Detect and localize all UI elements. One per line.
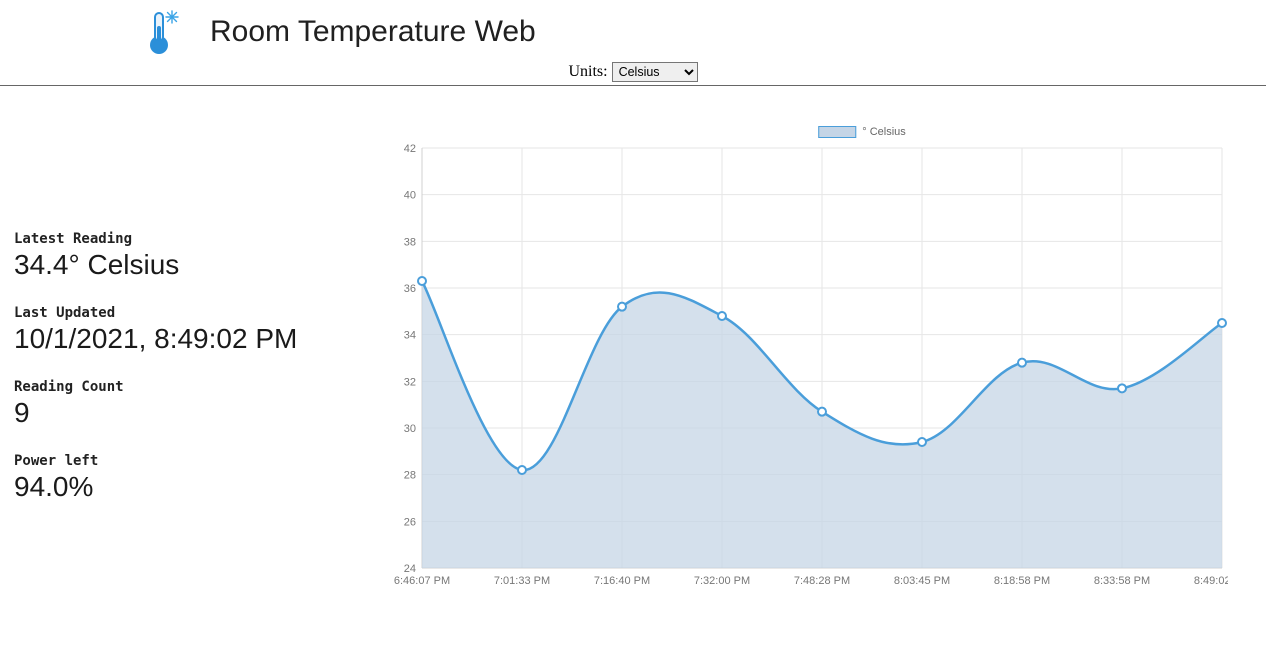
svg-text:6:46:07 PM: 6:46:07 PM bbox=[394, 575, 450, 587]
reading-count-label: Reading Count bbox=[14, 379, 388, 395]
svg-text:7:16:40 PM: 7:16:40 PM bbox=[594, 575, 650, 587]
latest-reading-value: 34.4° Celsius bbox=[14, 249, 388, 281]
header: Room Temperature Web bbox=[0, 0, 1266, 62]
controls-bar: Units: CelsiusFahrenheit bbox=[0, 62, 1266, 86]
main-content: Latest Reading 34.4° Celsius Last Update… bbox=[0, 86, 1266, 596]
svg-text:28: 28 bbox=[404, 470, 416, 482]
last-updated-label: Last Updated bbox=[14, 305, 388, 321]
legend-swatch bbox=[818, 126, 856, 138]
svg-text:8:18:58 PM: 8:18:58 PM bbox=[994, 575, 1050, 587]
svg-text:32: 32 bbox=[404, 376, 416, 388]
legend-label: ° Celsius bbox=[862, 126, 906, 138]
units-select[interactable]: CelsiusFahrenheit bbox=[612, 62, 698, 82]
svg-text:42: 42 bbox=[404, 143, 416, 155]
svg-text:40: 40 bbox=[404, 190, 416, 202]
svg-text:34: 34 bbox=[404, 330, 416, 342]
svg-text:8:03:45 PM: 8:03:45 PM bbox=[894, 575, 950, 587]
info-panel: Latest Reading 34.4° Celsius Last Update… bbox=[0, 126, 388, 596]
chart-panel: ° Celsius 24 26 28 30 32 34 36 38 40 42 6:46:07 PM… bbox=[388, 126, 1266, 596]
svg-text:7:01:33 PM: 7:01:33 PM bbox=[494, 575, 550, 587]
svg-text:38: 38 bbox=[404, 236, 416, 248]
thermometer-icon bbox=[140, 8, 188, 56]
svg-text:8:33:58 PM: 8:33:58 PM bbox=[1094, 575, 1150, 587]
svg-text:30: 30 bbox=[404, 423, 416, 435]
svg-text:8:49:02 PM: 8:49:02 PM bbox=[1194, 575, 1228, 587]
svg-text:26: 26 bbox=[404, 516, 416, 528]
latest-reading-label: Latest Reading bbox=[14, 231, 388, 247]
svg-text:36: 36 bbox=[404, 283, 416, 295]
power-left-label: Power left bbox=[14, 453, 388, 469]
svg-text:24: 24 bbox=[404, 563, 416, 575]
svg-text:7:32:00 PM: 7:32:00 PM bbox=[694, 575, 750, 587]
units-label: Units: bbox=[568, 63, 607, 81]
power-left-value: 94.0% bbox=[14, 471, 388, 503]
reading-count-value: 9 bbox=[14, 397, 388, 429]
temperature-chart: 24 26 28 30 32 34 36 38 40 42 6:46:07 PM 7:01:33 PM… bbox=[388, 126, 1228, 596]
page-title: Room Temperature Web bbox=[210, 15, 536, 49]
svg-text:7:48:28 PM: 7:48:28 PM bbox=[794, 575, 850, 587]
chart-legend: ° Celsius bbox=[818, 126, 906, 138]
last-updated-value: 10/1/2021, 8:49:02 PM bbox=[14, 323, 388, 355]
